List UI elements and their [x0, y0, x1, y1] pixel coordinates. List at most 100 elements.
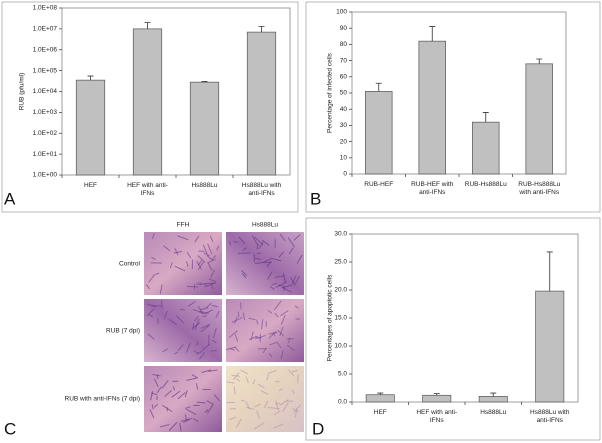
- texture-streak: [273, 332, 275, 337]
- texture-streak: [159, 424, 170, 428]
- texture-streak: [292, 389, 295, 394]
- texture-streak: [231, 317, 243, 323]
- texture-streak: [180, 417, 192, 422]
- y-tick-label: 10.0: [334, 343, 347, 350]
- texture-streak: [279, 399, 289, 407]
- texture-streak: [254, 334, 266, 340]
- x-label-box: RUB-HEF with anti-IFNs: [411, 181, 453, 196]
- y-tick-label: 1.0E+08: [33, 5, 58, 12]
- texture-streak: [204, 409, 209, 413]
- texture-streak: [160, 300, 163, 309]
- panel-label: D: [312, 419, 324, 438]
- x-tick-label: Hs888Lu with anti-IFNs: [241, 182, 282, 197]
- bar: [422, 394, 452, 403]
- texture-streak: [196, 351, 202, 355]
- texture-streak: [209, 235, 214, 243]
- texture-streak: [174, 351, 179, 355]
- texture-streak: [255, 319, 259, 325]
- bar: [246, 31, 277, 176]
- texture-streak: [184, 414, 187, 421]
- error-bar: [536, 58, 543, 64]
- texture-streak: [271, 282, 278, 286]
- texture-streak: [151, 256, 156, 260]
- texture-streak: [263, 400, 269, 409]
- texture-streak: [207, 258, 216, 264]
- texture-streak: [262, 348, 267, 354]
- texture-streak: [293, 234, 301, 241]
- row-label: RUB (7 dpi): [106, 328, 140, 335]
- micrograph: FFH Hs888Lu Control RUB (7 dpi) RUB with…: [65, 222, 304, 432]
- texture-streak: [211, 255, 216, 261]
- texture-streak: [194, 235, 200, 243]
- texture-streak: [263, 258, 272, 263]
- x-tick-label: RUB-Hs888Lu: [464, 181, 507, 188]
- y-tick-label: 90: [340, 25, 348, 32]
- texture-streak: [175, 315, 185, 324]
- texture-streak: [242, 312, 245, 321]
- texture-streak: [200, 307, 209, 311]
- texture-streak: [210, 269, 215, 278]
- texture-streak: [277, 342, 282, 349]
- texture-streak: [211, 339, 217, 344]
- texture-streak: [154, 403, 159, 408]
- y-axis-title: Percentage of infected cells: [327, 52, 334, 133]
- x-tick-label: RUB-Hs888Lu with anti-IFNs: [518, 181, 561, 196]
- texture-streak: [274, 275, 285, 278]
- bar: [525, 63, 553, 175]
- texture-streak: [162, 347, 169, 353]
- texture-streak: [186, 251, 192, 259]
- texture-streak: [193, 315, 199, 322]
- y-tick-label: 1.0E+05: [33, 67, 58, 74]
- texture-streak: [291, 369, 298, 373]
- texture-streak: [212, 328, 217, 339]
- texture-streak: [275, 400, 280, 412]
- texture-streak: [210, 349, 217, 352]
- texture-streak: [280, 310, 289, 317]
- texture-streak: [260, 390, 269, 395]
- texture-streak: [271, 257, 282, 262]
- texture-streak: [200, 343, 211, 353]
- error-bar: [258, 26, 265, 33]
- y-tick-label: 25.0: [334, 259, 347, 266]
- texture-streak: [238, 236, 246, 245]
- texture-streak: [291, 275, 297, 285]
- texture-streak: [186, 408, 197, 415]
- x-label-box: Hs888Lu: [480, 409, 506, 416]
- x-tick-label: RUB-HEF: [364, 181, 394, 188]
- texture-streak: [237, 311, 240, 318]
- texture-streak: [169, 262, 173, 269]
- texture-streak: [286, 344, 295, 351]
- texture-streak: [147, 333, 155, 340]
- texture-streak: [231, 374, 241, 377]
- texture-streak: [180, 308, 185, 311]
- texture-streak: [278, 388, 283, 392]
- x-label-box: RUB-Hs888Lu with anti-IFNs: [518, 181, 561, 196]
- texture-streak: [179, 422, 182, 432]
- texture-streak: [207, 243, 213, 255]
- texture-streak: [269, 353, 273, 358]
- x-tick-label: HEF with anti-IFNs: [416, 409, 458, 424]
- texture-streak: [162, 404, 173, 413]
- texture-streak: [187, 301, 196, 307]
- y-tick-label: 100: [336, 9, 347, 16]
- texture: [145, 233, 303, 432]
- column-label: Hs888Lu: [252, 222, 278, 229]
- y-tick-label: 40: [340, 106, 348, 113]
- texture-streak: [268, 332, 278, 335]
- texture-streak: [258, 241, 264, 249]
- x-label-box: HEF with anti-IFNs: [416, 409, 458, 424]
- y-tick-label: 50: [340, 90, 348, 97]
- texture-streak: [196, 260, 203, 270]
- texture-streak: [233, 240, 238, 243]
- y-tick-label: 1.0E+03: [33, 109, 58, 116]
- micrograph-image: [226, 366, 304, 432]
- texture-streak: [245, 401, 251, 410]
- texture-streak: [254, 403, 261, 408]
- texture-streak: [208, 369, 218, 372]
- texture-streak: [228, 241, 232, 246]
- error-bar: [433, 393, 440, 396]
- texture-streak: [279, 233, 286, 242]
- texture-streak: [257, 383, 265, 389]
- texture-streak: [177, 235, 189, 241]
